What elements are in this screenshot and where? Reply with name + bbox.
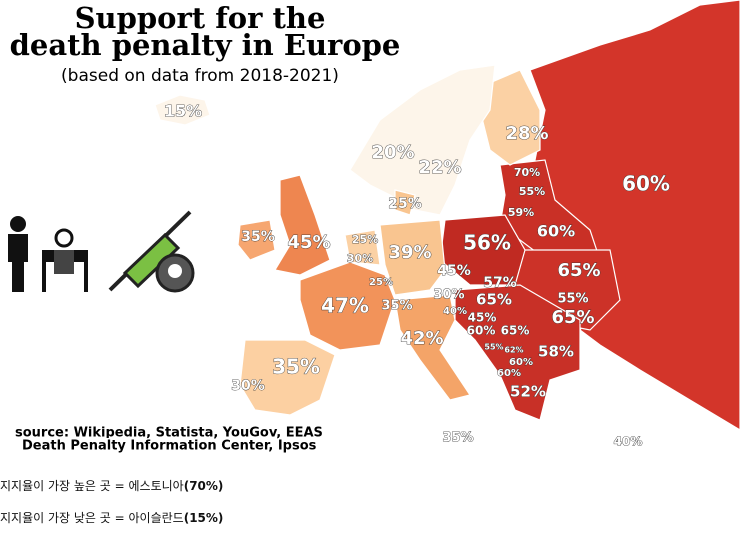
map-label: 15%	[164, 102, 202, 121]
map-label: 30%	[347, 252, 373, 265]
map-label: 28%	[505, 123, 548, 144]
iberia	[239, 339, 336, 416]
ireland	[237, 219, 276, 261]
map-label: 20%	[371, 142, 414, 163]
france	[299, 261, 396, 351]
map-label: 39%	[388, 242, 431, 263]
map-label: 70%	[514, 166, 540, 179]
map-label: 60%	[622, 172, 670, 196]
map-label: 62%	[504, 346, 523, 355]
map-label: 55%	[484, 343, 503, 352]
map-label: 35%	[442, 431, 473, 446]
map: Support for the death penalty in Europe …	[8, 0, 740, 455]
note-text: 지지율이 가장 낮은 곳 = 아이슬란드	[0, 511, 184, 525]
map-label: 65%	[476, 291, 512, 309]
uk	[274, 174, 331, 276]
source-line: source: Wikipedia, Statista, YouGov, EEA…	[15, 426, 323, 441]
germany	[379, 219, 446, 296]
map-label: 55%	[519, 185, 545, 198]
map-label: 45%	[437, 263, 471, 279]
map-label: 45%	[468, 311, 497, 325]
alps-italy	[394, 294, 471, 401]
map-label: 45%	[287, 232, 330, 253]
countries	[154, 0, 740, 431]
balkans	[454, 284, 581, 421]
map-label: 35%	[381, 299, 412, 314]
title-line: Support for the	[75, 1, 326, 35]
map-label: 22%	[418, 157, 461, 178]
title-line: death penalty in Europe	[10, 28, 401, 62]
scandinavia	[349, 64, 496, 216]
map-label: 35%	[272, 355, 320, 379]
map-label: 52%	[510, 383, 546, 401]
icons	[8, 210, 195, 293]
benelux	[344, 229, 381, 266]
map-label: 40%	[614, 435, 643, 449]
map-label: 60%	[467, 324, 496, 338]
map-label: 25%	[369, 277, 393, 288]
map-label: 55%	[557, 292, 588, 307]
note-value: (70%)	[183, 479, 224, 493]
map-label: 25%	[352, 233, 378, 246]
map-label: 40%	[443, 306, 467, 317]
map-label: 30%	[433, 288, 464, 303]
map-label: 65%	[551, 307, 594, 328]
map-label: 30%	[231, 378, 265, 394]
map-label: 65%	[501, 324, 530, 338]
note-value: (15%)	[183, 511, 224, 525]
note: 지지율이 가장 높은 곳 = 에스토니아(70%)	[0, 470, 223, 502]
map-label: 60%	[509, 357, 533, 368]
map-label: 65%	[557, 260, 600, 281]
subtitle: (based on data from 2018-2021)	[61, 66, 339, 86]
map-label: 57%	[483, 275, 517, 291]
map-label: 58%	[538, 343, 574, 361]
map-label: 60%	[497, 368, 521, 379]
scandinavian-coast	[394, 189, 416, 216]
map-label: 59%	[508, 206, 534, 219]
map-label: 25%	[388, 196, 422, 212]
iceland	[154, 94, 211, 126]
notes: 지지율이 가장 높은 곳 = 에스토니아(70%) 지지율이 가장 낮은 곳 = …	[0, 470, 223, 534]
map-label: 47%	[321, 294, 369, 318]
note-text: 지지율이 가장 높은 곳 = 에스토니아	[0, 479, 184, 493]
map-label: 60%	[537, 222, 575, 241]
note: 지지율이 가장 낮은 곳 = 아이슬란드(15%)	[0, 502, 223, 534]
source-line: Death Penalty Information Center, Ipsos	[22, 439, 317, 454]
map-label: 42%	[400, 328, 443, 349]
map-label: 35%	[241, 229, 275, 245]
map-label: 56%	[463, 231, 511, 255]
